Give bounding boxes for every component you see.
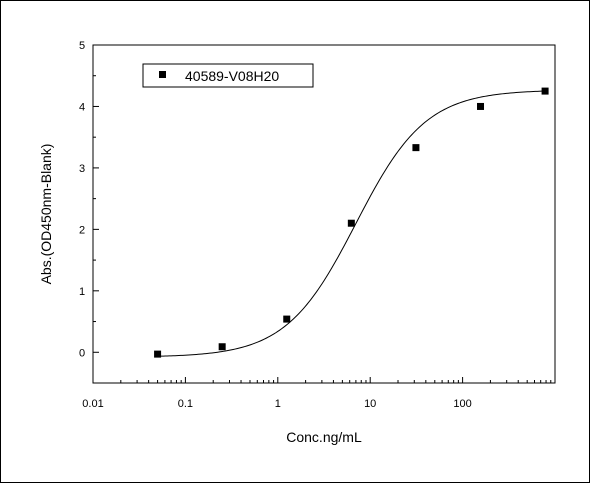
data-points [154, 87, 549, 358]
x-tick-label: 10 [364, 398, 376, 410]
y-axis-minor-ticks [93, 75, 96, 384]
legend-marker-square [159, 71, 166, 78]
y-tick-label: 4 [79, 101, 85, 113]
data-point [218, 343, 226, 351]
legend-box [142, 63, 314, 88]
data-point [347, 219, 355, 227]
y-tick-label: 1 [79, 286, 85, 298]
y-tick-label: 2 [79, 224, 85, 236]
data-point [154, 350, 162, 358]
y-axis-ticks [93, 44, 99, 353]
y-axis-title: Abs.(OD450nm-Blank) [38, 144, 54, 285]
plot-area [92, 44, 556, 384]
x-axis-title: Conc.ng/mL [286, 429, 362, 445]
x-axis-minor-ticks [120, 380, 552, 383]
data-point [541, 87, 549, 95]
x-axis-ticks [92, 377, 556, 383]
y-tick-label: 3 [79, 163, 85, 175]
x-tick-label: 100 [453, 398, 471, 410]
fit-curve [157, 90, 546, 357]
x-tick-label: 0.01 [82, 398, 103, 410]
y-axis-tick-labels: 0 1 2 3 4 5 [79, 40, 85, 359]
x-tick-label: 0.1 [178, 398, 193, 410]
data-point [283, 315, 291, 323]
data-point [477, 102, 485, 110]
x-tick-label: 1 [275, 398, 281, 410]
y-tick-label: 0 [79, 347, 85, 359]
legend-series-name: 40589-V08H20 [185, 68, 279, 84]
y-tick-label: 5 [79, 40, 85, 52]
x-axis-tick-labels: 0.01 0.1 1 10 100 [82, 398, 471, 410]
data-point [412, 144, 420, 152]
legend: 40589-V08H20 [142, 63, 314, 88]
